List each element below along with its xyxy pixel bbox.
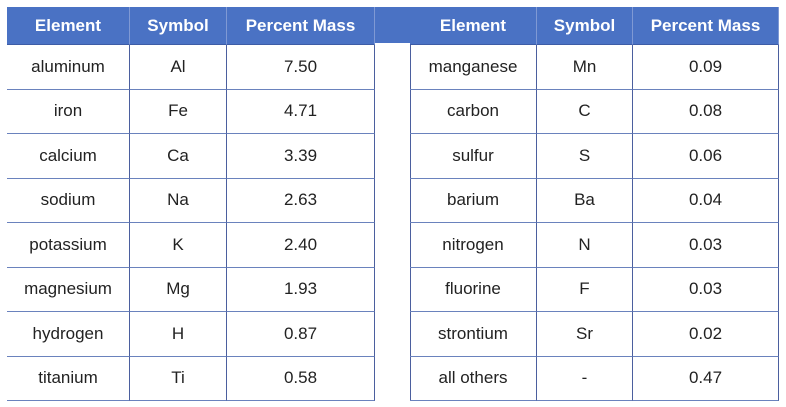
table-cell: 0.09 xyxy=(633,45,779,90)
table-cell: K xyxy=(130,223,227,268)
table-cell: 0.08 xyxy=(633,89,779,134)
table-cell: hydrogen xyxy=(7,312,130,357)
table-cell: F xyxy=(537,267,633,312)
table-cell: Na xyxy=(130,178,227,223)
column-header: Symbol xyxy=(537,7,633,45)
table-cell: 2.63 xyxy=(227,178,375,223)
table-cell: 0.47 xyxy=(633,356,779,401)
table-cell: nitrogen xyxy=(410,223,537,268)
table-cell: 0.06 xyxy=(633,134,779,179)
table-cell: 1.93 xyxy=(227,267,375,312)
table-cell: all others xyxy=(410,356,537,401)
gap-column xyxy=(374,43,411,401)
table-cell: manganese xyxy=(410,45,537,90)
table-cell: barium xyxy=(410,178,537,223)
table-cell: magnesium xyxy=(7,267,130,312)
table-cell: iron xyxy=(7,89,130,134)
table-cell: 4.71 xyxy=(227,89,375,134)
table-cell: 2.40 xyxy=(227,223,375,268)
gap-header xyxy=(375,7,410,43)
table-cell: Sr xyxy=(537,312,633,357)
table-cell: 0.87 xyxy=(227,312,375,357)
table-cell: S xyxy=(537,134,633,179)
table-cell: 0.58 xyxy=(227,356,375,401)
table-cell: Ca xyxy=(130,134,227,179)
table-cell: 7.50 xyxy=(227,45,375,90)
table-cell: 3.39 xyxy=(227,134,375,179)
table-cell: - xyxy=(537,356,633,401)
table-cell: strontium xyxy=(410,312,537,357)
table-cell: 0.03 xyxy=(633,267,779,312)
table-cell: aluminum xyxy=(7,45,130,90)
table-cell: sodium xyxy=(7,178,130,223)
column-header: Element xyxy=(7,7,130,45)
table-cell: 0.04 xyxy=(633,178,779,223)
table-cell: 0.02 xyxy=(633,312,779,357)
table-cell: potassium xyxy=(7,223,130,268)
table-cell: Ba xyxy=(537,178,633,223)
table-cell: calcium xyxy=(7,134,130,179)
table-cell: C xyxy=(537,89,633,134)
column-header: Symbol xyxy=(130,7,227,45)
table-cell: Mg xyxy=(130,267,227,312)
table-cell: sulfur xyxy=(410,134,537,179)
table-cell: N xyxy=(537,223,633,268)
table-cell: Fe xyxy=(130,89,227,134)
table-cell: Mn xyxy=(537,45,633,90)
table-cell: 0.03 xyxy=(633,223,779,268)
column-header: Percent Mass xyxy=(633,7,779,45)
table-cell: fluorine xyxy=(410,267,537,312)
table-cell: H xyxy=(130,312,227,357)
table-cell: titanium xyxy=(7,356,130,401)
table-cell: Al xyxy=(130,45,227,90)
column-header: Element xyxy=(410,7,537,45)
table-cell: carbon xyxy=(410,89,537,134)
table-cell: Ti xyxy=(130,356,227,401)
column-header: Percent Mass xyxy=(227,7,375,45)
